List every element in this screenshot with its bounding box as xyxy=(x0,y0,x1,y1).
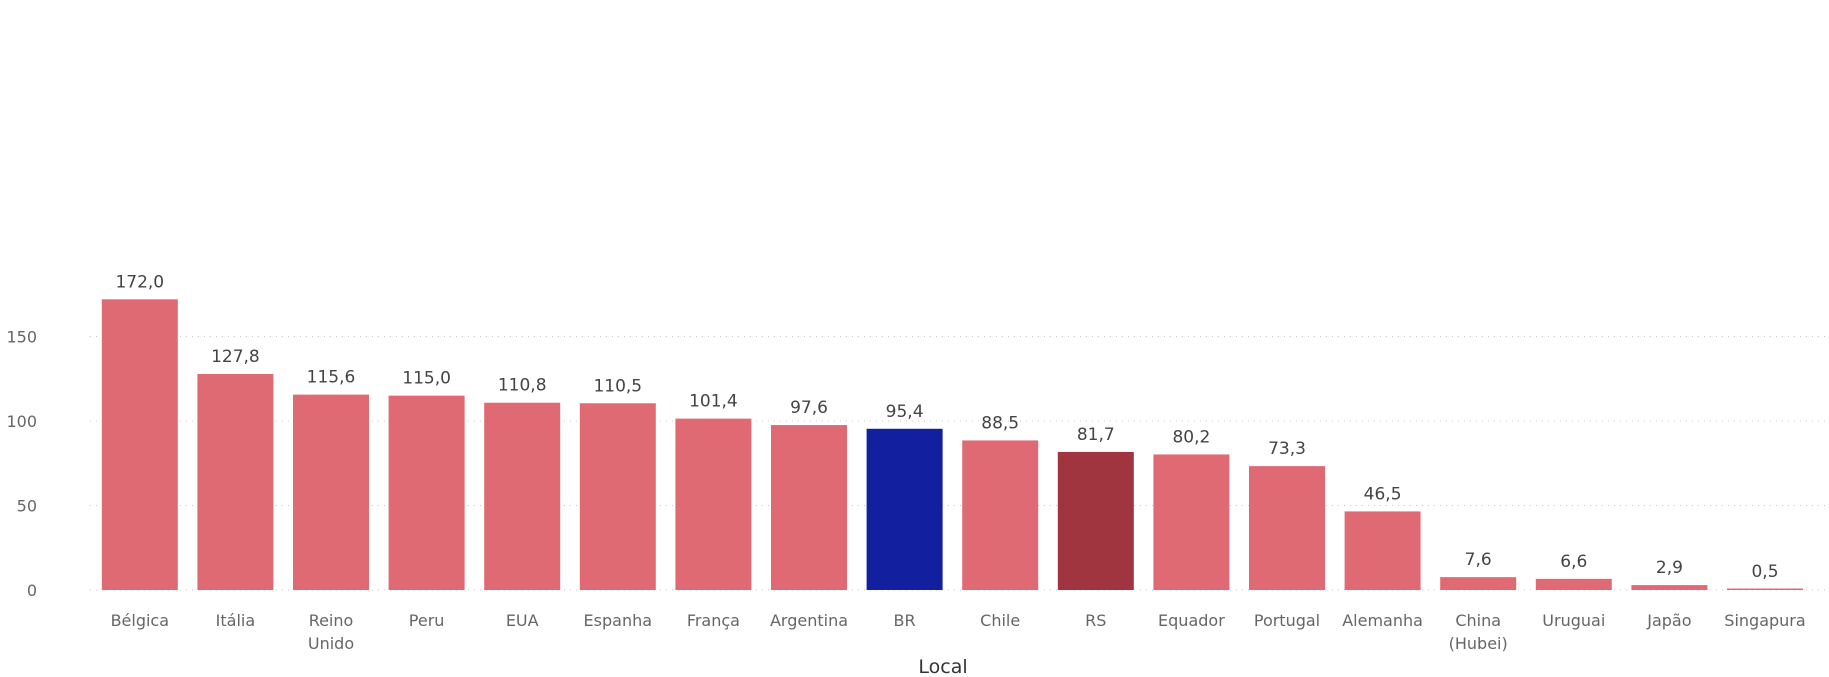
x-tick-label: Peru xyxy=(409,611,445,630)
x-axis-title: Local xyxy=(918,656,967,677)
x-tick-label: Japão xyxy=(1646,611,1691,630)
data-label: 7,6 xyxy=(1465,550,1492,570)
x-tick-label: Uruguai xyxy=(1542,611,1605,630)
bar[interactable] xyxy=(1344,511,1421,590)
x-tick-label: BR xyxy=(894,611,916,630)
x-tick-label: EUA xyxy=(506,611,539,630)
data-label: 81,7 xyxy=(1077,425,1115,445)
bar[interactable] xyxy=(1057,451,1134,590)
bar[interactable] xyxy=(1727,588,1803,591)
x-tick-label: Unido xyxy=(308,634,354,653)
x-tick-label: Portugal xyxy=(1254,611,1320,630)
bar[interactable] xyxy=(101,299,178,590)
x-tick-label: Bélgica xyxy=(111,611,169,630)
x-tick-label: China xyxy=(1455,611,1501,630)
data-label: 127,8 xyxy=(211,347,260,367)
data-label: 115,0 xyxy=(402,369,451,389)
data-label: 172,0 xyxy=(115,272,164,292)
data-label: 88,5 xyxy=(981,413,1019,433)
data-label: 97,6 xyxy=(790,398,828,418)
data-label: 0,5 xyxy=(1751,562,1778,582)
data-label: 80,2 xyxy=(1172,427,1210,447)
bar[interactable] xyxy=(579,403,656,590)
x-tick-label: Itália xyxy=(216,611,256,630)
y-tick-label: 100 xyxy=(6,412,37,431)
x-tick-label: Reino xyxy=(309,611,354,630)
data-label: 73,3 xyxy=(1268,439,1306,459)
y-tick-label: 0 xyxy=(27,581,37,600)
x-tick-label: Chile xyxy=(980,611,1020,630)
y-tick-label: 50 xyxy=(17,497,37,516)
data-label: 110,5 xyxy=(593,376,642,396)
bar[interactable] xyxy=(1535,578,1612,590)
bar[interactable] xyxy=(484,402,561,590)
bar[interactable] xyxy=(771,425,847,590)
data-label: 6,6 xyxy=(1560,552,1587,572)
bar[interactable] xyxy=(1631,585,1708,590)
bar[interactable] xyxy=(197,374,274,590)
x-tick-label: França xyxy=(687,611,740,630)
x-tick-label: Singapura xyxy=(1724,611,1805,630)
x-tick-label: Espanha xyxy=(584,611,653,630)
bar[interactable] xyxy=(866,428,943,590)
bar[interactable] xyxy=(1440,577,1517,590)
x-tick-label: Argentina xyxy=(770,611,848,630)
y-tick-label: 150 xyxy=(6,328,37,347)
data-label: 95,4 xyxy=(886,402,924,422)
data-label: 46,5 xyxy=(1364,484,1402,504)
bar[interactable] xyxy=(962,440,1039,590)
data-label: 101,4 xyxy=(689,392,738,412)
bar[interactable] xyxy=(1153,454,1230,590)
bar[interactable] xyxy=(293,394,369,590)
data-label: 115,6 xyxy=(307,368,356,388)
bars xyxy=(101,299,1803,591)
x-tick-label: RS xyxy=(1085,611,1106,630)
x-tick-label: Alemanha xyxy=(1342,611,1423,630)
y-axis: 0 50 100 150 xyxy=(6,328,37,601)
x-tick-label: (Hubei) xyxy=(1449,634,1508,653)
bar[interactable] xyxy=(675,418,752,590)
x-axis: Bélgica Itália Reino Unido Peru EUA Espanha Fra… xyxy=(111,611,1806,653)
bar[interactable] xyxy=(1249,466,1325,590)
data-label: 110,8 xyxy=(498,376,547,396)
x-tick-label: Equador xyxy=(1158,611,1225,630)
data-label: 2,9 xyxy=(1656,558,1683,578)
bar[interactable] xyxy=(388,395,465,590)
data-labels: 172,0 127,8 115,6 115,0 110,8 110,5 101,4 97,6 9… xyxy=(115,272,1778,582)
